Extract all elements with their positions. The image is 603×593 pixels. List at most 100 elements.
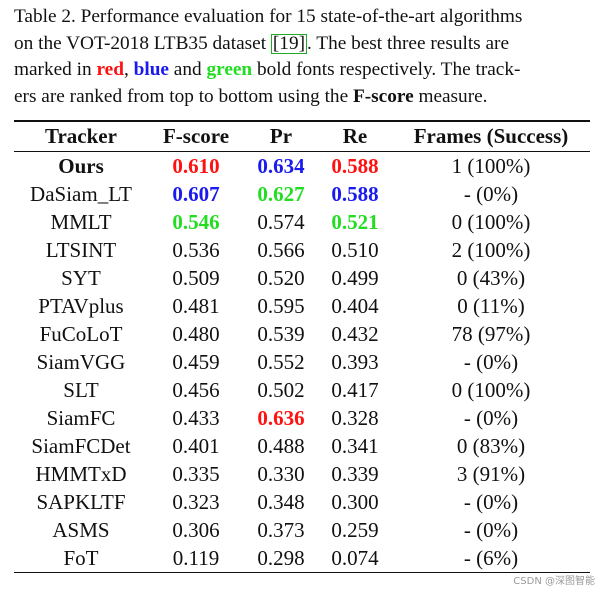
table-row: LTSINT 0.536 0.566 0.510 2 (100%)	[14, 236, 590, 264]
cell-fscore: 0.323	[172, 489, 220, 514]
cell-re: 0.341	[331, 433, 379, 458]
cell-re: 0.432	[331, 321, 379, 346]
table-row: Ours 0.610 0.634 0.588 1 (100%)	[14, 152, 590, 180]
cell-re: 0.328	[331, 405, 379, 430]
cell-re: 0.588	[331, 153, 379, 178]
cell-pr: 0.566	[257, 237, 305, 262]
cell-re: 0.074	[331, 545, 379, 570]
caption-green-word: green	[206, 59, 253, 80]
header-tracker: Tracker	[45, 123, 117, 148]
header-pr: Pr	[269, 123, 293, 148]
cell-frames: 0 (100%)	[451, 209, 531, 234]
cell-re: 0.588	[331, 181, 379, 206]
cell-tracker: SYT	[61, 265, 101, 290]
table-header-row: Tracker F-score Pr Re Frames (Success)	[14, 122, 590, 151]
table-row: DaSiam_LT 0.607 0.627 0.588 - (0%)	[14, 180, 590, 208]
cell-frames: - (0%)	[463, 489, 519, 514]
cell-frames: 0 (83%)	[456, 433, 526, 458]
cell-pr: 0.502	[257, 377, 305, 402]
cell-tracker: SiamVGG	[36, 349, 126, 374]
caption-line-2-pre: on the VOT-2018 LTB35 dataset	[14, 32, 271, 54]
cell-fscore: 0.536	[172, 237, 220, 262]
results-table-container: Tracker F-score Pr Re Frames (Success) O…	[14, 120, 590, 573]
caption-line-3-mid1: ,	[123, 59, 134, 80]
cell-pr: 0.298	[257, 545, 305, 570]
table-top-rule	[14, 120, 590, 122]
cell-tracker: DaSiam_LT	[30, 181, 132, 206]
table-bottom-rule	[14, 571, 590, 573]
caption-line-3-post: bold fonts respectively. The track-	[252, 59, 521, 80]
caption-line-3-pre: marked in	[14, 59, 97, 80]
cell-pr: 0.488	[257, 433, 305, 458]
table-row: SiamFCDet 0.401 0.488 0.341 0 (83%)	[14, 432, 590, 460]
caption-line-3-mid2: and	[168, 59, 207, 80]
cell-re: 0.300	[331, 489, 379, 514]
cell-tracker: SiamFCDet	[31, 433, 131, 458]
table-row: SYT 0.509 0.520 0.499 0 (43%)	[14, 264, 590, 292]
cell-frames: - (6%)	[463, 545, 519, 570]
cell-tracker: FoT	[63, 545, 99, 570]
cell-pr: 0.595	[257, 293, 305, 318]
cell-pr: 0.373	[257, 517, 305, 542]
cell-tracker: Ours	[58, 153, 104, 178]
caption-red-word: red	[96, 59, 124, 80]
cell-fscore: 0.401	[172, 433, 220, 458]
table-row: SiamVGG 0.459 0.552 0.393 - (0%)	[14, 348, 590, 376]
cell-fscore: 0.433	[172, 405, 220, 430]
cell-tracker: SAPKLTF	[36, 489, 126, 514]
cell-fscore: 0.607	[172, 181, 220, 206]
cell-frames: 0 (100%)	[451, 377, 531, 402]
cell-re: 0.404	[331, 293, 379, 318]
cell-frames: 2 (100%)	[451, 237, 531, 262]
cell-pr: 0.627	[257, 181, 305, 206]
cell-re: 0.259	[331, 517, 379, 542]
cell-frames: - (0%)	[463, 181, 519, 206]
cell-frames: - (0%)	[463, 517, 519, 542]
caption-line-4-pre: ers are ranked from top to bottom using …	[14, 85, 353, 107]
cell-tracker: ASMS	[52, 517, 110, 542]
table-row: FoT 0.119 0.298 0.074 - (6%)	[14, 544, 590, 572]
table-row: MMLT 0.546 0.574 0.521 0 (100%)	[14, 208, 590, 236]
cell-pr: 0.520	[257, 265, 305, 290]
cell-pr: 0.348	[257, 489, 305, 514]
table-row: FuCoLoT 0.480 0.539 0.432 78 (97%)	[14, 320, 590, 348]
cell-re: 0.521	[331, 209, 379, 234]
cell-fscore: 0.546	[172, 209, 220, 234]
cell-fscore: 0.610	[172, 153, 220, 178]
cell-fscore: 0.459	[172, 349, 220, 374]
cell-re: 0.499	[331, 265, 379, 290]
cell-pr: 0.636	[257, 405, 305, 430]
cell-tracker: PTAVplus	[38, 293, 124, 318]
cell-frames: - (0%)	[463, 405, 519, 430]
table-header-rule	[14, 150, 590, 152]
caption-line-2-post: . The best three results are	[307, 32, 510, 54]
cell-fscore: 0.509	[172, 265, 220, 290]
caption-fscore-word: F-score	[352, 85, 414, 107]
citation-link[interactable]: [19]	[270, 32, 308, 54]
cell-re: 0.393	[331, 349, 379, 374]
cell-frames: 3 (91%)	[456, 461, 526, 486]
cell-fscore: 0.306	[172, 517, 220, 542]
caption-line-1: Table 2. Performance evaluation for 15 s…	[14, 6, 523, 27]
cell-tracker: SLT	[63, 377, 99, 402]
table-row: SLT 0.456 0.502 0.417 0 (100%)	[14, 376, 590, 404]
cell-tracker: SiamFC	[46, 405, 116, 430]
cell-tracker: FuCoLoT	[39, 321, 123, 346]
results-table: Tracker F-score Pr Re Frames (Success)	[14, 122, 590, 151]
cell-tracker: MMLT	[50, 209, 112, 234]
header-re: Re	[342, 123, 368, 148]
cell-fscore: 0.481	[172, 293, 220, 318]
table-caption: Table 2. Performance evaluation for 15 s…	[14, 4, 590, 110]
table-row: HMMTxD 0.335 0.330 0.339 3 (91%)	[14, 460, 590, 488]
table-row: SiamFC 0.433 0.636 0.328 - (0%)	[14, 404, 590, 432]
cell-frames: 0 (11%)	[457, 293, 525, 318]
cell-pr: 0.330	[257, 461, 305, 486]
cell-frames: 1 (100%)	[451, 153, 531, 178]
cell-re: 0.510	[331, 237, 379, 262]
cell-frames: 0 (43%)	[456, 265, 526, 290]
watermark: CSDN @深图智能	[513, 576, 595, 587]
cell-tracker: LTSINT	[45, 237, 117, 262]
cell-re: 0.339	[331, 461, 379, 486]
cell-frames: - (0%)	[463, 349, 519, 374]
cell-pr: 0.634	[257, 153, 305, 178]
